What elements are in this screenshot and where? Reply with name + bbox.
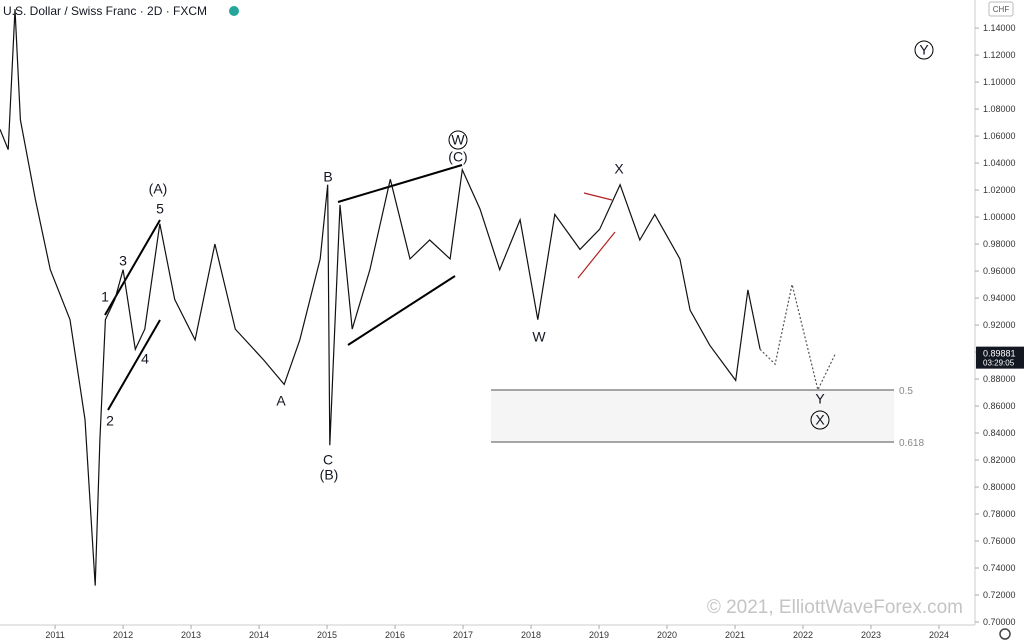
y-tick-label: 1.12000: [983, 50, 1016, 60]
y-tick-label: 1.06000: [983, 131, 1016, 141]
y-tick-label: 1.02000: [983, 185, 1016, 195]
x-tick-label: 2016: [385, 630, 405, 640]
price-line: [0, 9, 761, 586]
fib-label: 0.5: [899, 386, 913, 397]
wave-label: Y: [815, 391, 825, 407]
watermark: © 2021, ElliottWaveForex.com: [707, 597, 963, 618]
x-tick-label: 2018: [521, 630, 541, 640]
x-tick-label: 2021: [725, 630, 745, 640]
wave-label: 2: [106, 413, 114, 429]
y-tick-label: 0.96000: [983, 266, 1016, 276]
y-tick-label: 0.88000: [983, 374, 1016, 384]
fib-label: 0.618: [899, 438, 924, 449]
y-tick-label: 0.78000: [983, 509, 1016, 519]
wave-label: 5: [156, 201, 164, 217]
wave-label: B: [323, 169, 332, 185]
y-tick-label: 0.82000: [983, 455, 1016, 465]
currency: CHF: [993, 5, 1010, 14]
x-tick-label: 2011: [45, 630, 64, 640]
wave-label: (B): [320, 467, 339, 483]
x-tick-label: 2019: [589, 630, 609, 640]
wave-label: 1: [101, 289, 109, 305]
price-tag: [976, 346, 1024, 369]
wave-labels: 1 2 3 4 5 (A) A B C (B) (C) W W X Y X Y: [101, 40, 934, 483]
status-dot: [229, 6, 239, 16]
wave-label: X: [614, 161, 624, 177]
wave-label: (C): [448, 149, 467, 165]
fib-zone: [491, 390, 894, 442]
y-tick-label: 0.92000: [983, 320, 1016, 330]
y-tick-label: 1.04000: [983, 158, 1016, 168]
x-tick-label: 2024: [929, 630, 949, 640]
y-tick-label: 0.70000: [983, 617, 1016, 627]
y-tick-label: 0.94000: [983, 293, 1016, 303]
y-tick-label: 1.08000: [983, 104, 1016, 114]
x-tick-label: 2015: [317, 630, 337, 640]
symbol-title: U.S. Dollar / Swiss Franc · 2D · FXCM: [3, 4, 207, 18]
x-tick-label: 2017: [453, 630, 473, 640]
x-tick-label: 2013: [181, 630, 201, 640]
price-tag-countdown: 03:29:05: [983, 359, 1015, 368]
y-tick-label: 0.76000: [983, 536, 1016, 546]
y-tick-label: 0.86000: [983, 401, 1016, 411]
price-tag-value: 0.89881: [983, 349, 1016, 359]
settings-icon[interactable]: [999, 628, 1011, 640]
x-tick-label: 2023: [861, 630, 881, 640]
wave-label: Y: [919, 42, 929, 58]
y-tick-label: 0.84000: [983, 428, 1016, 438]
wave-label: X: [815, 412, 825, 428]
wave-label: A: [276, 393, 286, 409]
wave-circle: [448, 130, 468, 150]
projection-line: [759, 284, 836, 392]
x-tick-label: 2012: [113, 630, 133, 640]
y-tick-label: 1.14000: [983, 23, 1016, 33]
wave-label: 4: [141, 351, 149, 367]
y-tick-label: 1.10000: [983, 77, 1016, 87]
wave-label: W: [451, 132, 465, 148]
y-tick-label: 1.00000: [983, 212, 1016, 222]
y-tick-label: 0.72000: [983, 590, 1016, 600]
currency-box: [988, 1, 1014, 17]
x-tick-label: 2014: [249, 630, 269, 640]
wave-label: 3: [119, 253, 127, 269]
x-tick-label: 2022: [793, 630, 813, 640]
wave-label: (A): [149, 181, 168, 197]
trend-lines: [104, 164, 463, 411]
wave-circle: [810, 410, 830, 430]
triangle-lines: [577, 192, 616, 279]
y-tick-label: 0.98000: [983, 239, 1016, 249]
y-tick-label: 0.74000: [983, 563, 1016, 573]
wave-label: W: [532, 329, 546, 345]
wave-label: C: [323, 452, 333, 468]
x-tick-label: 2020: [657, 630, 677, 640]
y-tick-label: 0.80000: [983, 482, 1016, 492]
wave-circle: [914, 40, 934, 60]
